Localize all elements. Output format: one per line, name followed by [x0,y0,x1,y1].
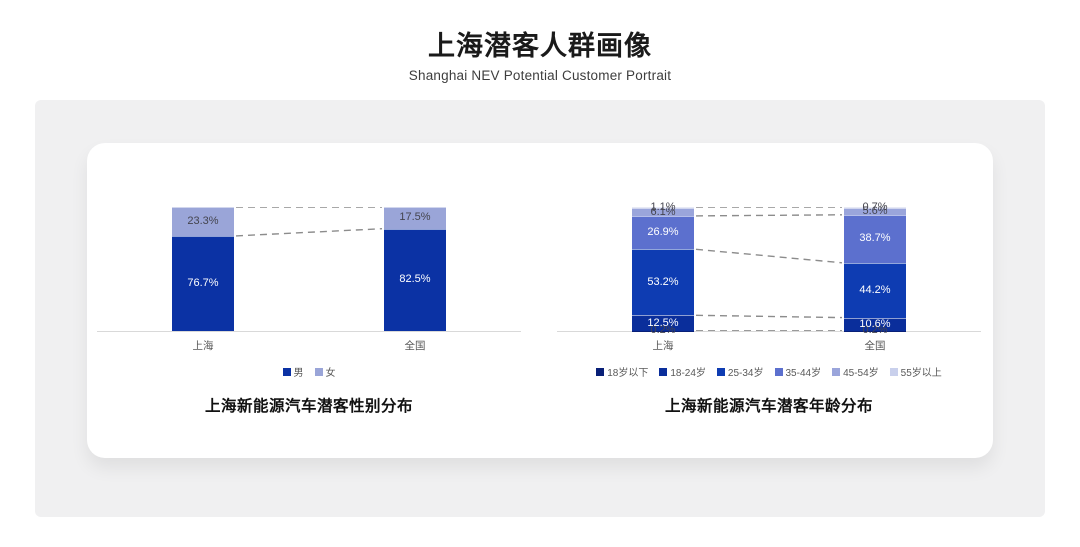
segment-value-label: 0.2% [650,324,676,337]
legend-label: 55岁以上 [900,368,942,379]
legend-swatch [889,367,898,376]
page-subtitle: Shanghai NEV Potential Customer Portrait [408,68,672,83]
x-axis-line [557,331,981,332]
segment-value-label: 26.9% [647,226,679,239]
segment-value-label: 44.2% [859,283,891,296]
segment-value-label: 23.3% [187,214,219,227]
legend-swatch [282,367,291,376]
bar-segment [844,214,906,263]
legend-label: 45-54岁 [843,368,879,379]
x-axis-tick-label: 上海 [652,340,674,352]
legend-swatch [716,367,725,376]
legend-item: 18岁以下 [596,364,648,379]
age-legend: 18岁以下 18-24岁 25-34岁 35-44岁 45-54岁 55岁以上 [557,364,981,379]
legend-item: 女 [314,364,336,379]
segment-value-label: 6.1% [650,205,676,218]
bar-segment [844,262,906,318]
x-axis-labels: 上海 全国 [557,338,981,353]
legend-label: 18岁以下 [607,368,649,379]
legend-item: 55岁以上 [889,364,942,379]
gender-distribution-chart: 76.7% 23.3% 82.5% 17.5% 上海 全国 男女 上海新能源汽车潜客性别… [97,207,521,416]
bar-segment [632,315,694,331]
segment-value-label: 38.7% [859,232,891,245]
legend-item: 18-24岁 [659,364,706,379]
connector-lines [695,207,843,331]
segment-value-label: 0.7% [862,200,888,213]
legend-swatch [774,367,783,376]
bar-segment [384,228,446,331]
connector-lines [235,207,383,237]
bar-segment [632,207,694,209]
bar-segment [632,208,694,216]
legend-label: 25-34岁 [727,368,764,379]
age-chart-caption: 上海新能源汽车潜客年龄分布 [664,398,873,415]
segment-value-label: 1.1% [650,201,676,214]
gender-chart-plot-area: 76.7% 23.3% 82.5% 17.5% [97,207,521,332]
legend-swatch [832,367,841,376]
bar-segment [384,207,446,229]
legend-item: 男 [282,364,304,379]
page-header: 上海潜客人群画像 Shanghai NEV Potential Customer… [0,24,1080,83]
chart-card: 76.7% 23.3% 82.5% 17.5% 上海 全国 男女 上海新能源汽车潜客性别… [87,143,993,458]
x-axis-labels: 上海 全国 [97,338,521,353]
segment-value-label: 53.2% [647,275,679,288]
legend-item: 35-44岁 [774,364,822,379]
gray-panel: 76.7% 23.3% 82.5% 17.5% 上海 全国 男女 上海新能源汽车潜客性别… [35,100,1045,517]
segment-value-label: 76.7% [187,276,219,289]
bar-segment [172,235,234,331]
legend-swatch [314,367,323,376]
age-distribution-chart: 0.2% 12.5% 53.2% 26.9% 6.1% 1.1% 0.2% 10.6% 44.2… [557,201,981,416]
bar-segment [844,207,906,215]
legend-item: 25-34岁 [716,364,764,379]
bar-segment [844,317,906,331]
legend-label: 35-44岁 [785,368,822,379]
x-axis-tick-label: 上海 [192,340,214,352]
gender-chart-caption: 上海新能源汽车潜客性别分布 [204,398,413,415]
segment-value-label: 0.2% [862,324,888,337]
bar-segment [632,215,694,250]
bar-segment [632,249,694,316]
segment-value-label: 17.5% [399,211,431,224]
x-axis-line [97,331,521,332]
x-axis-tick-label: 全国 [404,340,426,352]
legend-swatch [659,367,668,376]
age-chart-plot-area: 0.2% 12.5% 53.2% 26.9% 6.1% 1.1% 0.2% 10.6% 44.2… [557,201,981,336]
bar-segment [844,207,906,208]
segment-value-label: 5.6% [862,204,888,217]
gender-legend: 男女 [97,364,521,379]
page-title: 上海潜客人群画像 [428,31,652,61]
bar-segment [172,207,234,236]
legend-swatch [596,367,605,376]
segment-value-label: 82.5% [399,273,431,286]
legend-label: 女 [325,368,336,379]
legend-label: 男 [293,368,304,379]
x-axis-tick-label: 全国 [864,340,886,352]
legend-item: 45-54岁 [832,364,879,379]
segment-value-label: 12.5% [647,316,679,329]
legend-label: 18-24岁 [670,368,706,379]
segment-value-label: 10.6% [859,317,891,330]
